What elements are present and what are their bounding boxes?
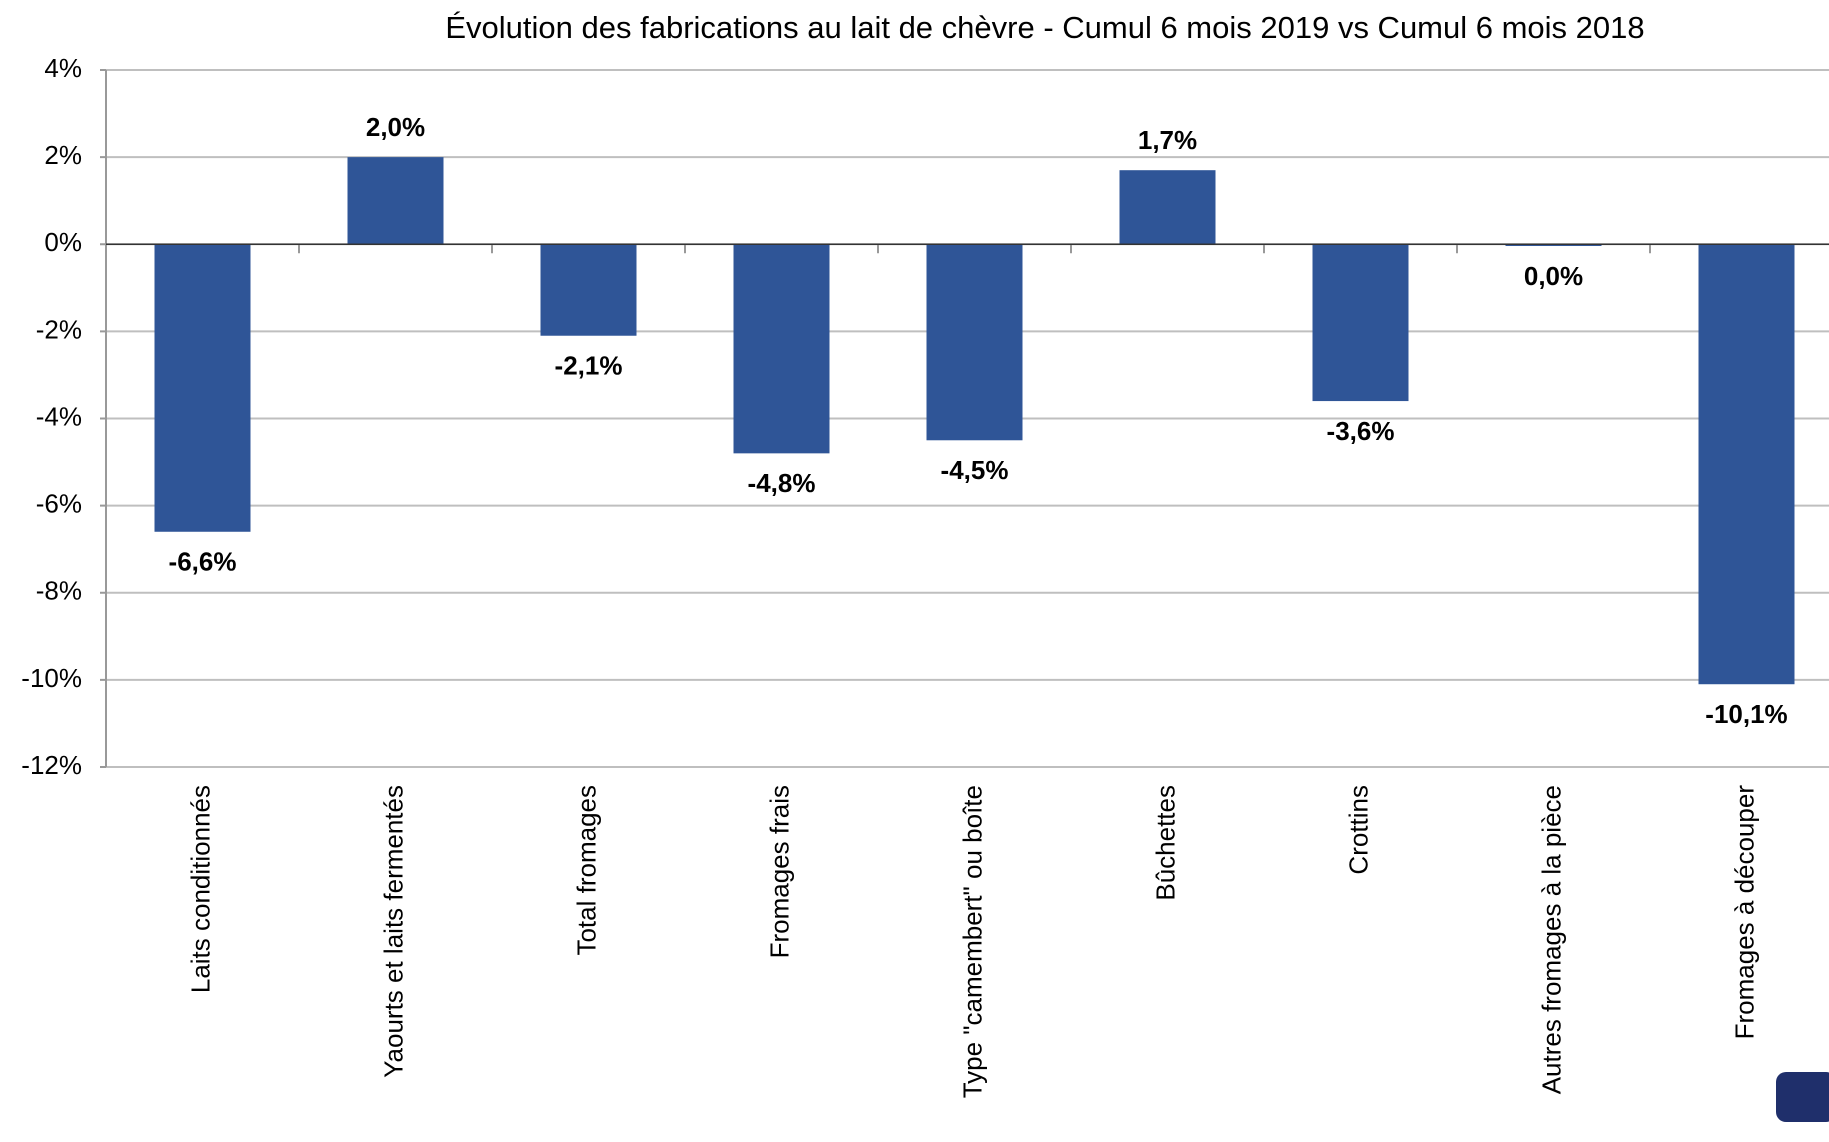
bar: [1119, 170, 1216, 245]
y-tick-label: -12%: [21, 750, 82, 780]
corner-badge: [1776, 1072, 1829, 1122]
value-label: 0,0%: [1524, 261, 1583, 291]
y-tick-label: -2%: [36, 314, 82, 344]
x-tick-label: Fromages frais: [764, 785, 794, 958]
value-label: -3,6%: [1327, 416, 1395, 446]
x-tick-label: Crottins: [1343, 785, 1373, 875]
bar: [733, 244, 830, 454]
chart-title: Évolution des fabrications au lait de ch…: [445, 10, 1644, 45]
value-label: -6,6%: [169, 547, 237, 577]
x-tick-label: Type "camembert" ou boîte: [957, 785, 987, 1098]
bar: [540, 244, 637, 336]
y-tick-label: -4%: [36, 401, 82, 431]
y-tick-label: 0%: [44, 227, 82, 257]
y-tick-label: 4%: [44, 53, 82, 83]
value-label: -4,5%: [941, 455, 1009, 485]
x-tick-label: Laits conditionnés: [185, 785, 215, 993]
x-tick-label: Fromages à découper: [1729, 785, 1759, 1040]
x-tick-label: Total fromages: [571, 785, 601, 956]
bar: [154, 244, 251, 532]
y-tick-label: -6%: [36, 489, 82, 519]
bar: [926, 244, 1023, 441]
value-label: -10,1%: [1705, 699, 1787, 729]
bar: [1505, 244, 1602, 246]
y-tick-label: -10%: [21, 663, 82, 693]
bar: [347, 157, 444, 245]
value-label: -4,8%: [748, 468, 816, 498]
bar: [1698, 244, 1795, 685]
x-tick-label: Bûchettes: [1150, 785, 1180, 901]
x-tick-label: Autres fromages à la pièce: [1536, 785, 1566, 1094]
value-label: -2,1%: [555, 351, 623, 381]
y-tick-label: 2%: [44, 140, 82, 170]
value-label: 1,7%: [1138, 125, 1197, 155]
bar: [1312, 244, 1409, 402]
x-tick-label: Yaourts et laits fermentés: [378, 785, 408, 1078]
value-label: 2,0%: [366, 112, 425, 142]
y-tick-label: -8%: [36, 576, 82, 606]
